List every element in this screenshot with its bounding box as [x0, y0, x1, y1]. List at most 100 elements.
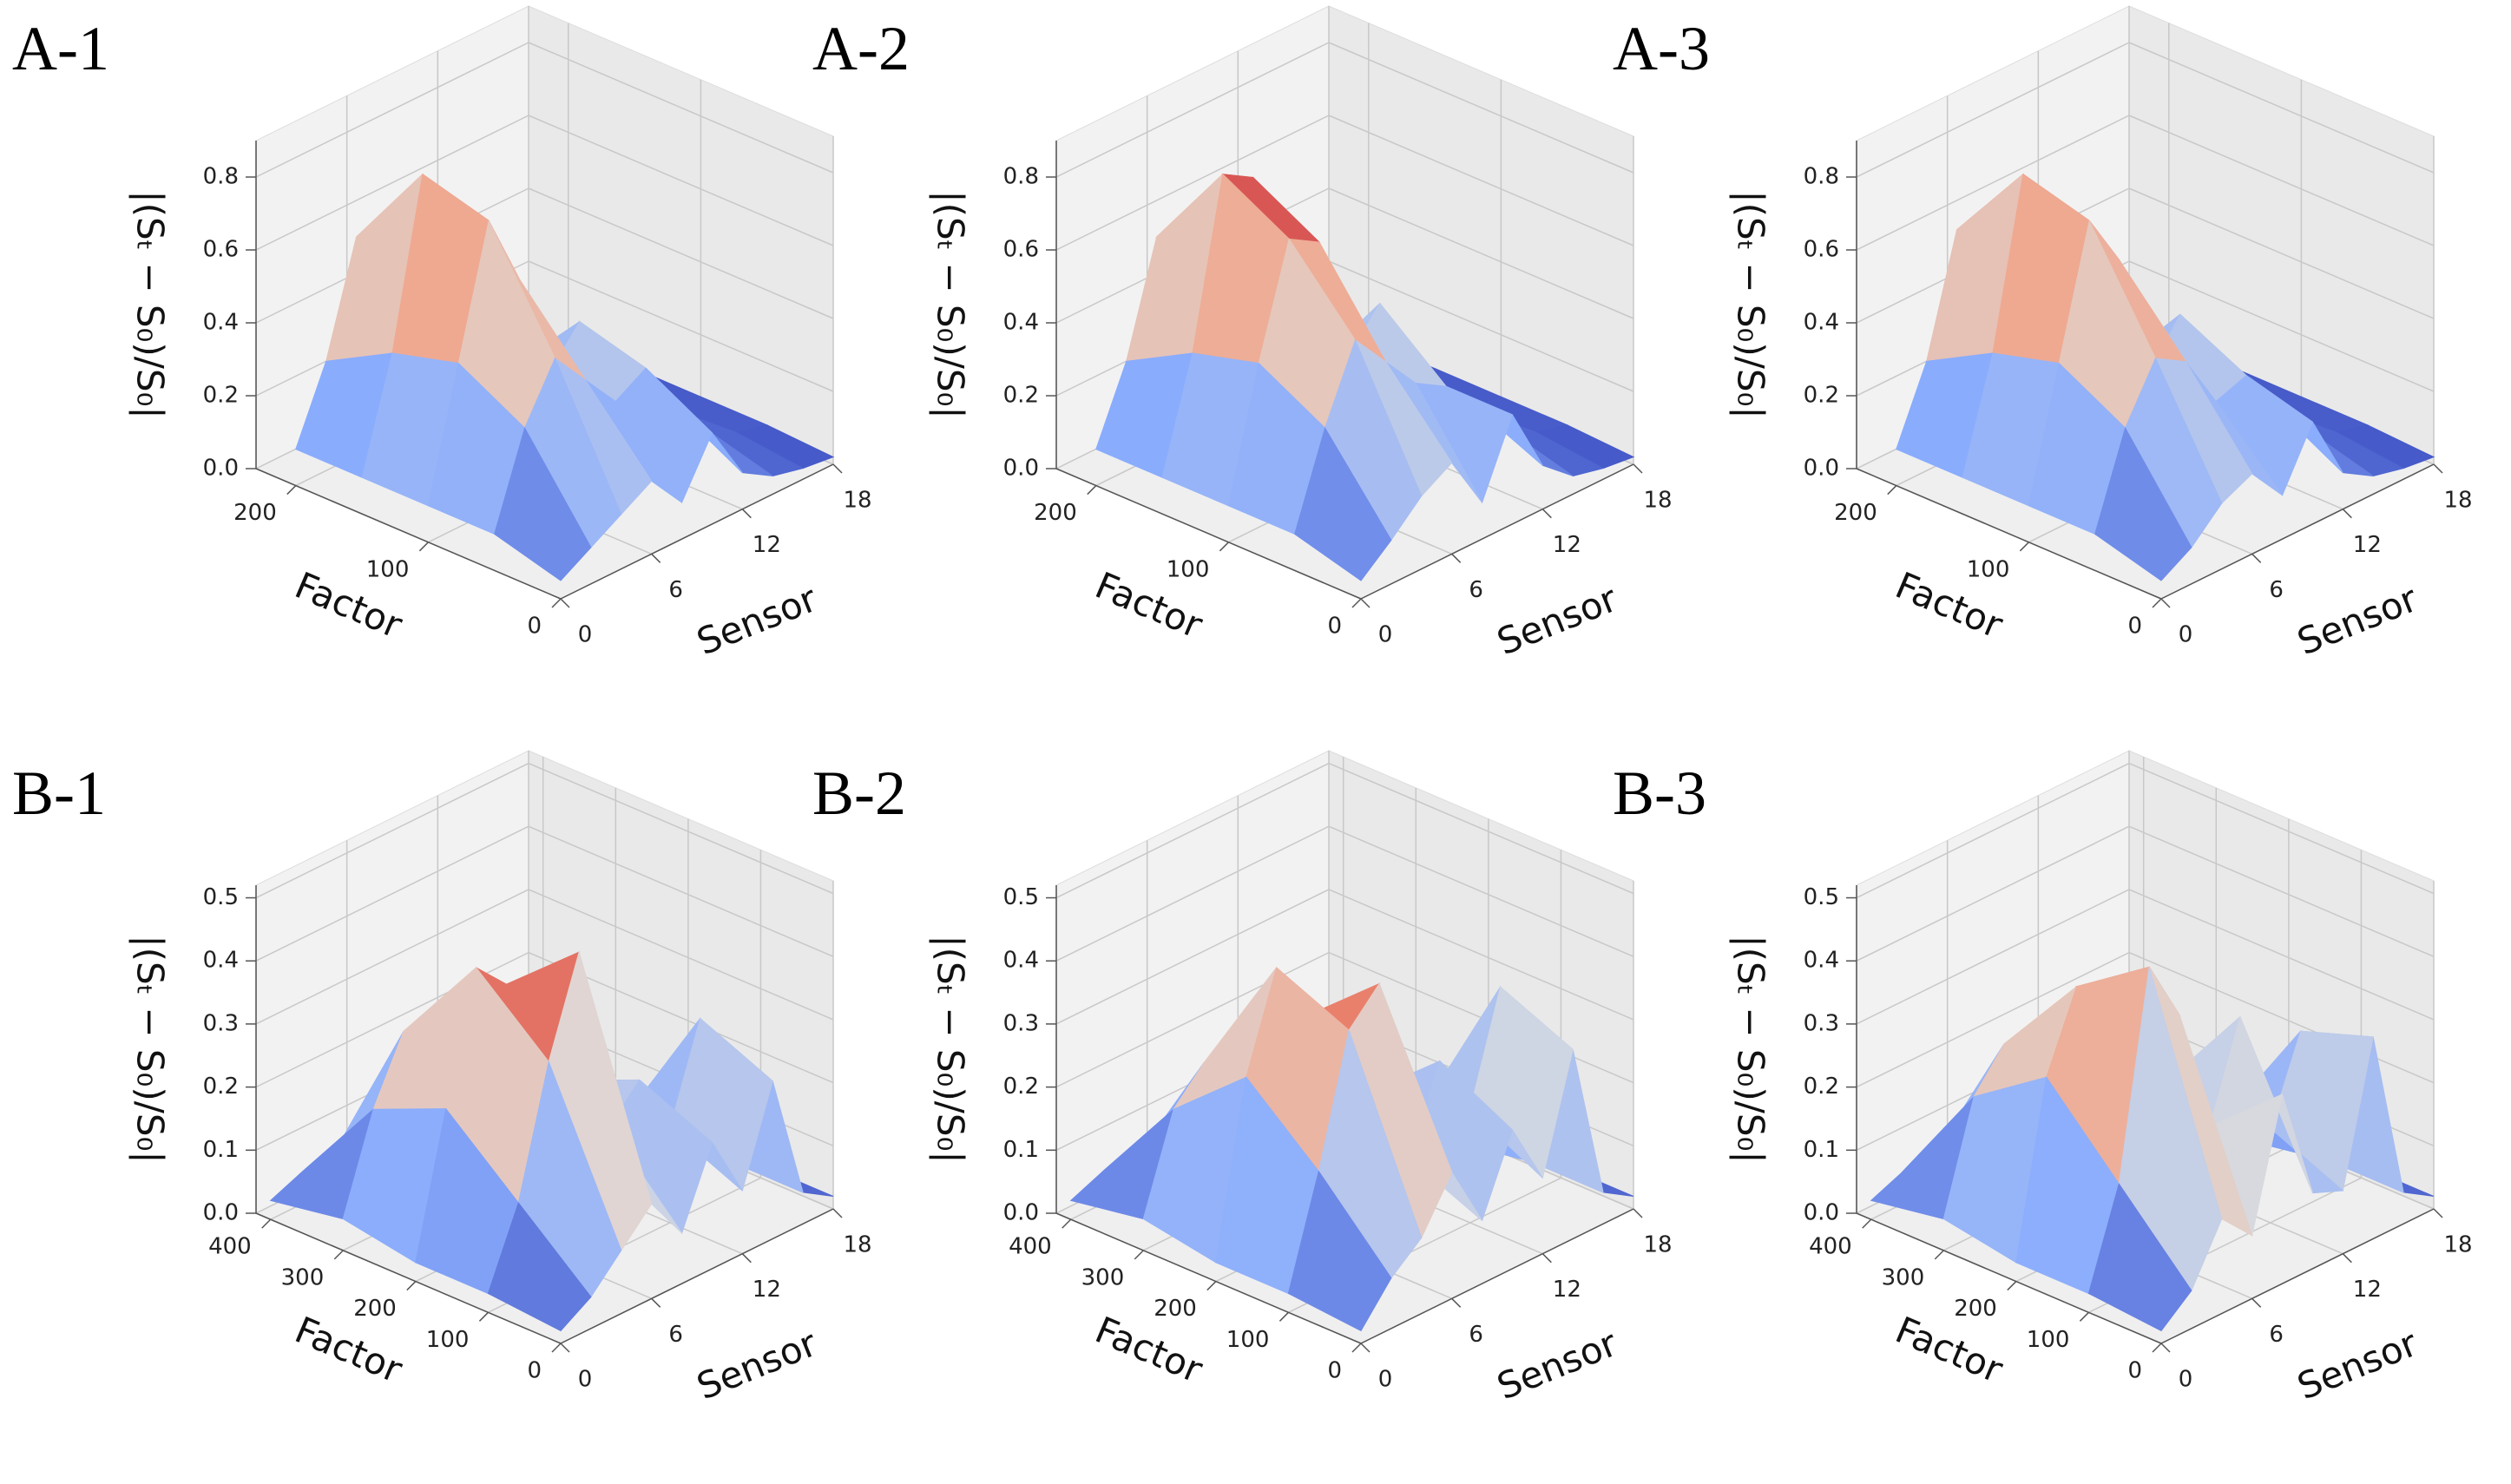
z-tick-label: 0.4 [203, 310, 239, 336]
axis-line [560, 463, 834, 600]
grid-line [1328, 762, 1634, 895]
tick-mark [2160, 598, 2171, 608]
tick-mark [1541, 1253, 1552, 1264]
grid-line [2128, 42, 2435, 174]
z-tick-label: 0.1 [1804, 1137, 1839, 1163]
grid-line [255, 889, 529, 1025]
tick-mark [1134, 1250, 1144, 1260]
x-tick-label: 200 [233, 500, 277, 526]
y-tick-label: 18 [2443, 1232, 2472, 1258]
grid-line [255, 825, 529, 962]
tick-mark [1279, 1311, 1289, 1322]
z-tick-label: 0.4 [1003, 948, 1039, 974]
y-tick-label: 0 [1378, 622, 1393, 648]
grid-line [1328, 825, 1634, 957]
x-tick-label: 100 [1167, 556, 1210, 582]
z-tick-label: 0.2 [203, 1074, 239, 1100]
y-tick-label: 18 [843, 488, 871, 514]
y-tick-label: 6 [668, 577, 683, 603]
z-tick-label: 0.3 [1804, 1010, 1839, 1036]
tick-mark [2019, 542, 2029, 552]
z-tick-label: 0.0 [1804, 456, 1839, 482]
grid-line [1856, 825, 2130, 962]
axis-line [1856, 1212, 2162, 1344]
tick-mark [1633, 463, 1643, 474]
surface-patch [494, 426, 592, 581]
tick-mark [1451, 1297, 1462, 1308]
z-tick-label: 0.4 [203, 948, 239, 974]
tick-mark [1219, 542, 1229, 552]
tick-mark [261, 1218, 272, 1229]
z-tick-label: 0.4 [1003, 310, 1039, 336]
tick-mark [560, 598, 570, 608]
grid-line [1328, 187, 1634, 319]
grid-line [2128, 115, 2435, 246]
tick-mark [1206, 1281, 1217, 1291]
grid-line [1856, 115, 2130, 251]
y-axis-label: Sensor [2291, 577, 2424, 664]
grid-line [2128, 260, 2435, 392]
z-axis-label: |(Sₜ − S₀)/S₀| [129, 935, 172, 1163]
z-tick-label: 0.2 [1804, 1074, 1839, 1100]
grid-line [1055, 825, 1330, 962]
grid-line [1328, 260, 1634, 392]
y-axis-label: Sensor [2291, 1322, 2424, 1408]
y-tick-label: 6 [1469, 1322, 1483, 1348]
panel: 0.00.10.20.30.40.50100200300400061218Fac… [12, 750, 872, 1408]
y-tick-label: 12 [1553, 1277, 1581, 1303]
axis-line [1360, 463, 1634, 600]
tick-mark [2007, 1281, 2017, 1291]
z-tick-label: 0.1 [203, 1137, 239, 1163]
y-tick-label: 18 [2443, 488, 2472, 514]
z-tick-label: 0.4 [1804, 948, 1839, 974]
panel-title: A-1 [12, 14, 109, 83]
z-tick-label: 0.0 [1804, 1200, 1839, 1226]
y-axis-label: Sensor [1491, 1322, 1624, 1408]
z-tick-label: 0.6 [1804, 237, 1839, 263]
tick-mark [1360, 598, 1371, 608]
tick-mark [832, 463, 843, 474]
grid-line [255, 42, 529, 178]
tick-mark [286, 485, 297, 496]
y-tick-label: 12 [1553, 532, 1581, 558]
grid-line [2128, 889, 2435, 1021]
y-axis-label: Sensor [691, 577, 824, 664]
z-tick-label: 0.8 [1003, 164, 1039, 190]
tick-mark [418, 542, 429, 552]
x-tick-label: 200 [1034, 500, 1077, 526]
y-tick-label: 18 [843, 1232, 871, 1258]
z-axis-label: |(Sₜ − S₀)/S₀| [129, 190, 172, 418]
tick-mark [651, 553, 661, 563]
panel-title: B-1 [12, 758, 106, 828]
grid-line [1856, 951, 2130, 1088]
y-tick-label: 12 [753, 532, 781, 558]
x-tick-label: 100 [2027, 1327, 2070, 1353]
panel: 0.00.10.20.30.40.50100200300400061218Fac… [1613, 750, 2473, 1408]
y-tick-label: 0 [1378, 1367, 1393, 1393]
grid-line [528, 762, 834, 895]
z-axis-label: |(Sₜ − S₀)/S₀| [930, 190, 972, 418]
x-tick-label: 100 [1967, 556, 2010, 582]
z-tick-label: 0.8 [1804, 164, 1839, 190]
z-tick-label: 0.5 [1804, 884, 1839, 910]
tick-mark [1934, 1250, 1944, 1260]
x-tick-label: 100 [366, 556, 410, 582]
x-tick-label: 0 [2127, 614, 2142, 640]
x-tick-label: 0 [527, 614, 542, 640]
axis-line [560, 1208, 834, 1344]
z-tick-label: 0.1 [1003, 1137, 1039, 1163]
tick-mark [1360, 1343, 1371, 1353]
tick-mark [2152, 1343, 2162, 1353]
y-tick-label: 18 [1643, 1232, 1672, 1258]
surface-patch [487, 1201, 592, 1332]
tick-mark [832, 1208, 843, 1218]
tick-mark [741, 1253, 752, 1264]
z-tick-label: 0.0 [203, 456, 239, 482]
y-tick-label: 12 [753, 1277, 781, 1303]
z-tick-label: 0.2 [1804, 383, 1839, 409]
grid-line [1856, 889, 2130, 1025]
y-axis-label: Sensor [1491, 577, 1624, 664]
x-tick-label: 200 [1834, 500, 1877, 526]
tick-mark [1062, 1218, 1072, 1229]
